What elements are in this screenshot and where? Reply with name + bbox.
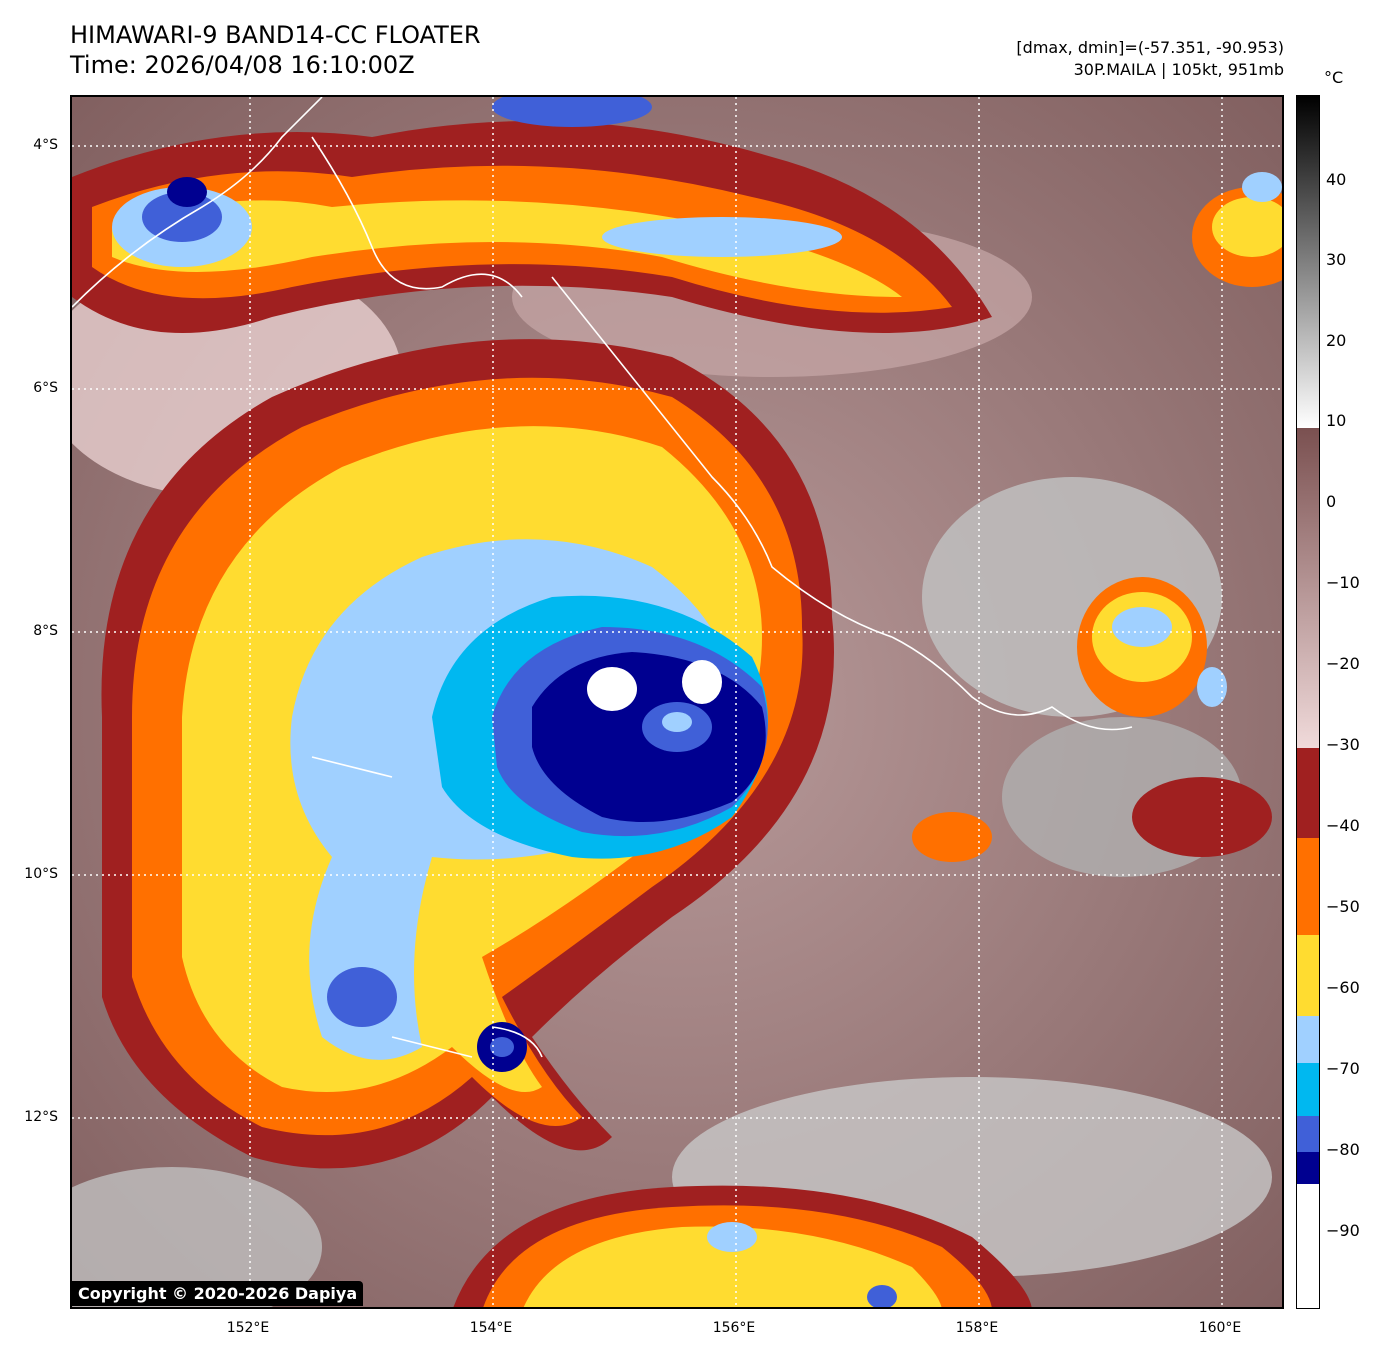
lat-label-6s: 6°S <box>33 380 58 396</box>
colorbar-unit: °C <box>1324 68 1344 87</box>
chart-title: HIMAWARI-9 BAND14-CC FLOATER Time: 2026/… <box>70 20 481 80</box>
colorbar-segment-cyan <box>1297 1063 1319 1116</box>
lon-label-158e: 158°E <box>955 1320 999 1336</box>
lon-label-152e: 152°E <box>226 1320 270 1336</box>
title-line-2: Time: 2026/04/08 16:10:00Z <box>70 51 415 79</box>
colorbar-segment-gray <box>1297 96 1319 428</box>
colorbar <box>1296 95 1320 1309</box>
lon-label-154e: 154°E <box>469 1320 513 1336</box>
title-line-1: HIMAWARI-9 BAND14-CC FLOATER <box>70 21 481 49</box>
range-text: [dmax, dmin]=(-57.351, -90.953) <box>1016 38 1284 57</box>
colorbar-tick-40: 40 <box>1326 170 1347 189</box>
colorbar-tick-0: 0 <box>1326 492 1337 511</box>
map-imagery <box>72 97 1282 1307</box>
lat-label-12s: 12°S <box>24 1109 58 1125</box>
lat-label-4s: 4°S <box>33 137 58 153</box>
colorbar-segment-royal-blue <box>1297 1116 1319 1152</box>
lon-label-160e: 160°E <box>1198 1320 1242 1336</box>
storm-text: 30P.MAILA | 105kt, 951mb <box>1073 60 1284 79</box>
lat-label-10s: 10°S <box>24 866 58 882</box>
colorbar-segment-brown <box>1297 428 1319 748</box>
lat-label-8s: 8°S <box>33 623 58 639</box>
colorbar-tick-neg80: −80 <box>1326 1140 1360 1159</box>
colorbar-tick-neg30: −30 <box>1326 735 1360 754</box>
info-block: [dmax, dmin]=(-57.351, -90.953) 30P.MAIL… <box>1016 37 1284 81</box>
colorbar-tick-neg60: −60 <box>1326 978 1360 997</box>
satellite-map[interactable] <box>70 95 1284 1309</box>
colorbar-segment-white <box>1297 1184 1319 1308</box>
colorbar-segment-dark-red <box>1297 748 1319 838</box>
colorbar-segment-light-blue <box>1297 1016 1319 1063</box>
colorbar-tick-10: 10 <box>1326 411 1347 430</box>
colorbar-tick-neg70: −70 <box>1326 1059 1360 1078</box>
colorbar-tick-neg10: −10 <box>1326 573 1360 592</box>
copyright-label: Copyright © 2020-2026 Dapiya <box>72 1281 364 1306</box>
lon-label-156e: 156°E <box>712 1320 756 1336</box>
colorbar-tick-30: 30 <box>1326 250 1347 269</box>
colorbar-segment-yellow <box>1297 935 1319 1016</box>
colorbar-tick-neg90: −90 <box>1326 1221 1360 1240</box>
colorbar-segment-orange <box>1297 838 1319 935</box>
colorbar-tick-neg20: −20 <box>1326 654 1360 673</box>
colorbar-tick-20: 20 <box>1326 331 1347 350</box>
colorbar-tick-neg50: −50 <box>1326 897 1360 916</box>
colorbar-tick-neg40: −40 <box>1326 816 1360 835</box>
colorbar-segment-navy <box>1297 1152 1319 1184</box>
